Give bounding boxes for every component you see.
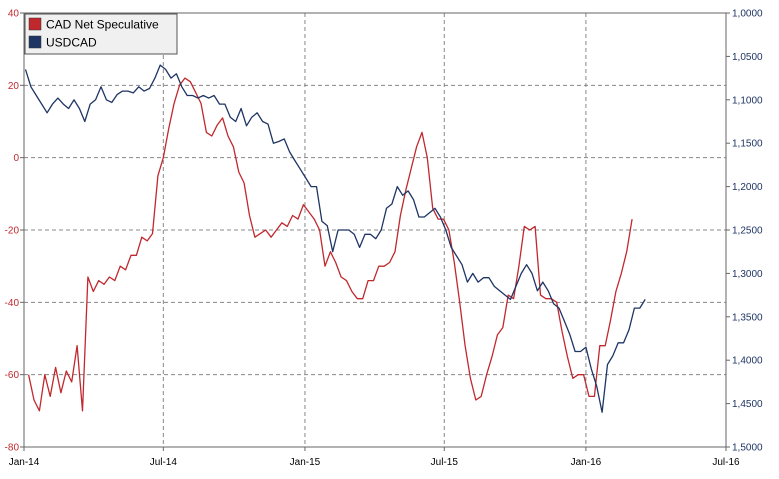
- legend-label: USDCAD: [46, 36, 97, 50]
- x-tick-label: Jan-15: [290, 457, 321, 468]
- left-tick-label: -80: [5, 443, 20, 454]
- x-tick-label: Jul-16: [712, 457, 740, 468]
- left-tick-label: 20: [8, 81, 20, 92]
- right-axis-ticks: 1,0000 1,0500 1,1000 1,1500 1,2000 1,2500 1,30…: [726, 9, 763, 454]
- series-line-cad-net-speculative: [27, 77, 633, 412]
- right-tick-label: 1,0000: [732, 9, 763, 20]
- right-tick-label: 1,3000: [732, 269, 763, 280]
- right-tick-label: 1,3500: [732, 312, 763, 323]
- legend-box: [24, 13, 178, 55]
- legend: CAD Net Speculative USDCAD: [24, 13, 178, 55]
- series-layer: [24, 64, 646, 413]
- left-tick-label: -60: [5, 370, 20, 381]
- series-line-usdcad: [24, 64, 646, 413]
- x-tick-label: Jul-14: [150, 457, 178, 468]
- right-tick-label: 1,2000: [732, 182, 763, 193]
- right-tick-label: 1,1500: [732, 139, 763, 150]
- left-tick-label: -20: [5, 226, 20, 237]
- x-axis-ticks: Jan-14 Jul-14 Jan-15 Jul-15 Jan-16 Jul-16: [9, 447, 740, 468]
- left-tick-label: 40: [8, 9, 20, 20]
- left-tick-label: 0: [13, 153, 19, 164]
- x-tick-label: Jul-15: [431, 457, 459, 468]
- left-tick-label: -40: [5, 298, 20, 309]
- grid-layer: [24, 13, 726, 447]
- legend-label: CAD Net Speculative: [46, 18, 159, 32]
- x-tick-label: Jan-14: [9, 457, 40, 468]
- right-tick-label: 1,5000: [732, 443, 763, 454]
- right-tick-label: 1,2500: [732, 226, 763, 237]
- legend-swatch: [28, 17, 42, 31]
- right-tick-label: 1,4000: [732, 356, 763, 367]
- left-axis-ticks: -80 -60 -40 -20 0 20 40: [5, 9, 24, 454]
- legend-swatch: [28, 35, 42, 49]
- right-tick-label: 1,4500: [732, 399, 763, 410]
- x-tick-label: Jan-16: [571, 457, 602, 468]
- right-tick-label: 1,1000: [732, 95, 763, 106]
- right-tick-label: 1,0500: [732, 52, 763, 63]
